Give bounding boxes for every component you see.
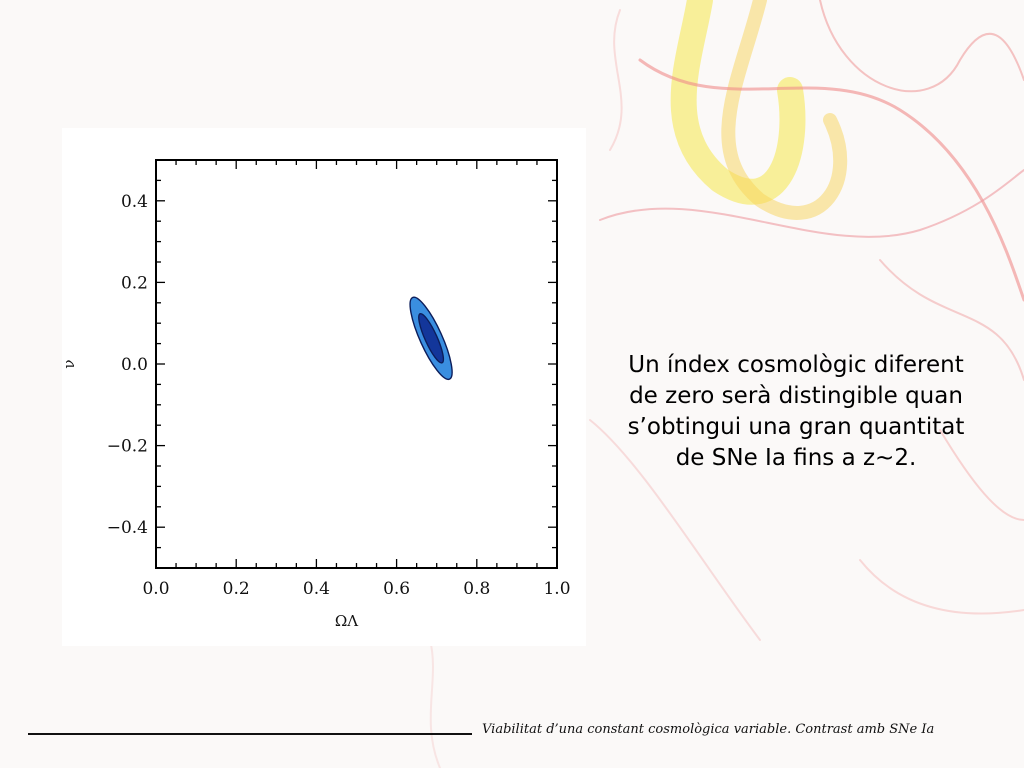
y-tick-label: 0.0 (121, 355, 148, 375)
y-tick-label: 0.2 (121, 273, 148, 293)
plot-panel (62, 128, 586, 646)
footer-rule (28, 733, 472, 735)
x-tick-label: 0.6 (383, 579, 410, 599)
x-tick-label: 0.2 (223, 579, 250, 599)
plot-frame (155, 159, 558, 569)
y-tick-label: −0.4 (107, 518, 148, 538)
y-axis-label: ν (62, 359, 78, 368)
contour-inner (418, 312, 445, 364)
y-tick-label: −0.2 (107, 437, 148, 457)
x-tick-label: 0.0 (142, 579, 169, 599)
slide-caption: Un índex cosmològic diferent de zero ser… (627, 352, 965, 471)
x-axis-label: ΩΛ (335, 612, 358, 630)
contour-chart: 0.0 0.2 0.4 0.6 0.8 1.0 0.4 0.2 0.0 −0.2 −0.4 ΩΛ ν (62, 159, 571, 630)
x-tick-label: 0.4 (303, 579, 330, 599)
y-tick-label: 0.4 (121, 192, 148, 212)
slide-footer: Viabilitat d’una constant cosmològica va… (482, 722, 935, 737)
x-tick-label: 1.0 (543, 579, 570, 599)
x-tick-label: 0.8 (463, 579, 490, 599)
